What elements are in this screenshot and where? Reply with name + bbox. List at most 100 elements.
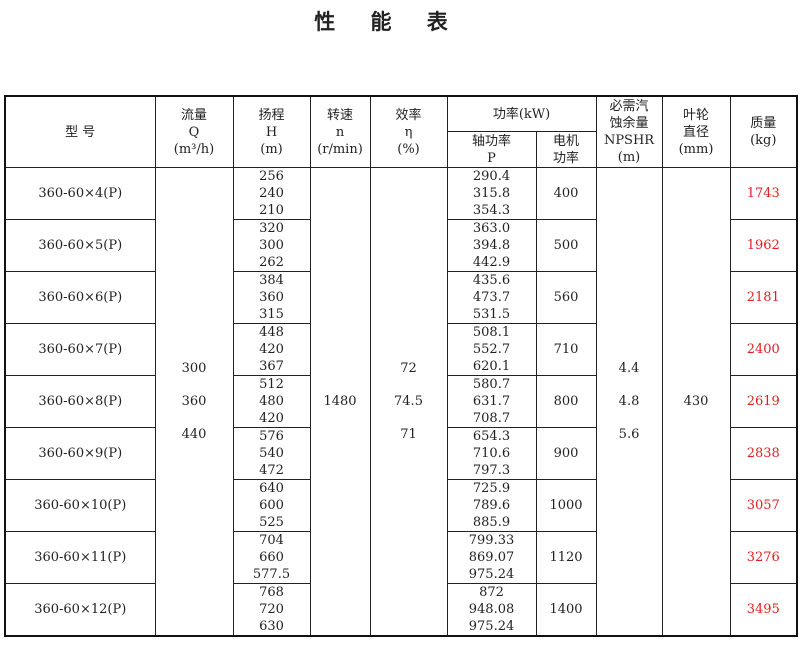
motor-power-cell: 900 — [535, 427, 597, 480]
page-title: 性 能 表 — [314, 10, 462, 34]
table-row: 360-60×11(P) 704 660 577.5 799.33 869.07 975.2… — [4, 531, 798, 584]
cell-value: 472 — [259, 463, 284, 478]
cell-value: 300 — [181, 361, 207, 376]
cell-value: 5.6 — [618, 427, 640, 442]
mass-cell: 2619 — [729, 375, 798, 428]
cell-value: 975.24 — [468, 567, 515, 582]
cell-value: 210 — [259, 203, 284, 218]
cell-value: 72 — [400, 361, 417, 376]
cell-value: 420 — [259, 342, 284, 357]
cell-value: 442.9 — [472, 255, 511, 270]
cell-value: 512 — [259, 377, 284, 392]
motor-power-cell: 1120 — [535, 531, 597, 584]
mass-cell: 1962 — [729, 219, 798, 272]
model-cell: 360-60×5(P) — [4, 219, 156, 272]
cell-value: 654.3 — [472, 429, 511, 444]
performance-table: 型 号 流量 Q (m³/h) 扬程 H (m) 转速 n (r/min) 效率 η (%) 功… — [4, 95, 799, 637]
mass-cell: 3495 — [729, 583, 798, 637]
cell-value: 315.8 — [472, 186, 511, 201]
cell-value: 869.07 — [468, 550, 515, 565]
head-cell: 704 660 577.5 — [232, 531, 311, 584]
mass-cell: 2181 — [729, 271, 798, 324]
cell-value: 600 — [259, 498, 284, 513]
header-npshr: 必需汽 蚀余量 NPSHR (m) — [595, 95, 663, 168]
motor-power-cell: 1400 — [535, 583, 597, 637]
cell-value: 367 — [259, 359, 284, 374]
shaft-power-cell: 799.33 869.07 975.24 — [446, 531, 537, 584]
cell-value: 360 — [259, 290, 284, 305]
shaft-power-cell: 725.9 789.6 885.9 — [446, 479, 537, 532]
table-row: 360-60×5(P) 320 300 262 363.0 394.8 442.9 500 19… — [4, 219, 798, 272]
shaft-power-cell: 508.1 552.7 620.1 — [446, 323, 537, 376]
shaft-power-cell: 363.0 394.8 442.9 — [446, 219, 537, 272]
cell-value: 320 — [259, 221, 284, 236]
model-cell: 360-60×9(P) — [4, 427, 156, 480]
efficiency-cell: 72 74.5 71 — [369, 167, 448, 637]
table-row: 360-60×4(P) 300 360 440 256 240 210 1480 72 74.5 7… — [4, 167, 798, 637]
header-model: 型 号 — [4, 95, 156, 168]
mass-cell: 1743 — [729, 167, 798, 220]
cell-value: 640 — [259, 481, 284, 496]
cell-value: 948.08 — [468, 602, 515, 617]
mass-cell: 3057 — [729, 479, 798, 532]
header-head: 扬程 H (m) — [232, 95, 311, 168]
cell-value: 256 — [259, 169, 284, 184]
table-row: 360-60×12(P) 768 720 630 872 948.08 975.24 1400… — [4, 583, 798, 637]
cell-value: 704 — [259, 533, 284, 548]
shaft-power-cell: 290.4 315.8 354.3 — [446, 167, 537, 220]
cell-value: 74.5 — [394, 394, 423, 409]
cell-value: 354.3 — [472, 203, 511, 218]
header-efficiency: 效率 η (%) — [369, 95, 448, 168]
motor-power-cell: 400 — [535, 167, 597, 220]
flow-cell: 300 360 440 — [154, 167, 234, 637]
head-cell: 256 240 210 — [232, 167, 311, 220]
cell-value: 525 — [259, 515, 284, 530]
model-cell: 360-60×12(P) — [4, 583, 156, 637]
cell-value: 315 — [259, 307, 284, 322]
shaft-power-cell: 435.6 473.7 531.5 — [446, 271, 537, 324]
cell-value: 508.1 — [472, 325, 511, 340]
cell-value: 577.5 — [252, 567, 291, 582]
head-cell: 768 720 630 — [232, 583, 311, 637]
cell-value: 448 — [259, 325, 284, 340]
cell-value: 725.9 — [472, 481, 511, 496]
head-cell: 640 600 525 — [232, 479, 311, 532]
cell-value: 240 — [259, 186, 284, 201]
header-power: 功率(kW) — [446, 95, 597, 132]
table-row: 360-60×6(P) 384 360 315 435.6 473.7 531.5 560 21… — [4, 271, 798, 324]
cell-value: 531.5 — [472, 307, 511, 322]
header-flow: 流量 Q (m³/h) — [154, 95, 234, 168]
cell-value: 708.7 — [472, 411, 511, 426]
mass-cell: 2400 — [729, 323, 798, 376]
cell-value: 1480 — [323, 394, 357, 409]
cell-value: 71 — [400, 427, 417, 442]
impeller-cell: 430 — [661, 167, 731, 637]
motor-power-cell: 560 — [535, 271, 597, 324]
cell-value: 660 — [259, 550, 284, 565]
cell-value: 885.9 — [472, 515, 511, 530]
head-cell: 576 540 472 — [232, 427, 311, 480]
model-cell: 360-60×11(P) — [4, 531, 156, 584]
cell-value: 435.6 — [472, 273, 511, 288]
cell-value: 394.8 — [472, 238, 511, 253]
npshr-cell: 4.4 4.8 5.6 — [595, 167, 663, 637]
cell-value: 430 — [683, 394, 709, 409]
cell-value: 4.8 — [618, 394, 640, 409]
cell-value: 720 — [259, 602, 284, 617]
table-body: 360-60×4(P) 300 360 440 256 240 210 1480 72 74.5 7… — [4, 167, 798, 637]
cell-value: 799.33 — [468, 533, 515, 548]
cell-value: 473.7 — [472, 290, 511, 305]
model-cell: 360-60×10(P) — [4, 479, 156, 532]
header-subrow: 轴功率 P 电机 功率 — [5, 131, 797, 168]
model-cell: 360-60×4(P) — [4, 167, 156, 220]
model-cell: 360-60×8(P) — [4, 375, 156, 428]
cell-value: 4.4 — [618, 361, 640, 376]
cell-value: 631.7 — [472, 394, 511, 409]
model-cell: 360-60×6(P) — [4, 271, 156, 324]
head-cell: 512 480 420 — [232, 375, 311, 428]
table-row: 360-60×7(P) 448 420 367 508.1 552.7 620.1 710 24… — [4, 323, 798, 376]
cell-value: 576 — [259, 429, 284, 444]
cell-value: 363.0 — [472, 221, 511, 236]
shaft-power-cell: 580.7 631.7 708.7 — [446, 375, 537, 428]
header-speed: 转速 n (r/min) — [309, 95, 371, 168]
